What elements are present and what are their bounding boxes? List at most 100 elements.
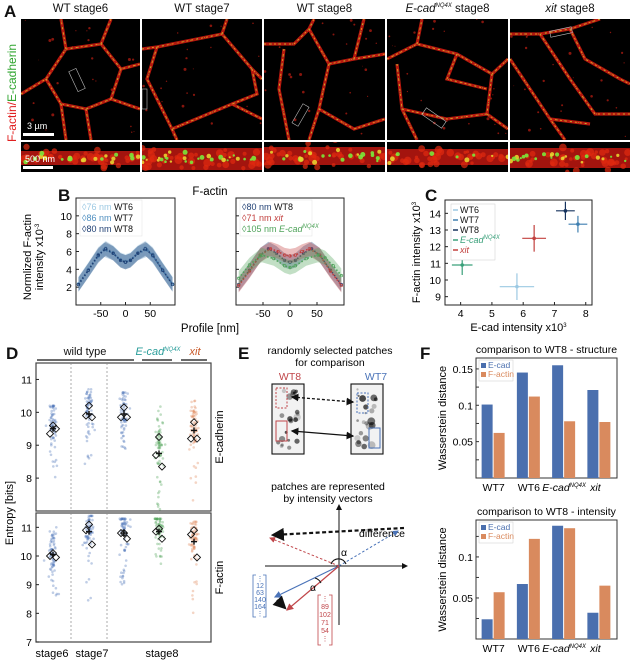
entropy-point (87, 396, 90, 399)
speckle (51, 113, 55, 117)
strip-blob (174, 155, 179, 160)
entropy-point (119, 543, 123, 547)
point-marker (460, 263, 465, 267)
strip-blob (584, 150, 590, 156)
entropy-point (48, 567, 52, 571)
entropy-point (194, 537, 197, 541)
series-marker (170, 282, 175, 287)
entropy-point (124, 424, 128, 427)
strip-ecad-spot (42, 155, 48, 161)
speckle (490, 97, 493, 100)
entropy-point (192, 545, 196, 549)
strip-blob (216, 162, 222, 168)
strip-ecad-spot (511, 156, 517, 162)
strip-blob (176, 152, 185, 160)
entropy-point (55, 592, 59, 596)
strip-ecad-spot (189, 160, 194, 165)
entropy-point (157, 462, 160, 466)
series-marker (274, 251, 279, 255)
strip-ecad-spot (616, 153, 620, 157)
entropy-point (193, 399, 196, 403)
entropy-point (85, 400, 89, 403)
legend-entry-wt7-part: WT7 (114, 213, 133, 223)
entropy-point (89, 514, 92, 518)
entropy-point (89, 388, 93, 391)
entropy-point (120, 524, 123, 528)
strip-ecad-spot (491, 154, 494, 158)
y-tick-label: 10 (20, 407, 32, 419)
entropy-point (154, 536, 157, 539)
x-category-label-part: WT7 (483, 643, 505, 655)
entropy-point (85, 580, 88, 584)
speckle (91, 57, 94, 60)
cell-junction (318, 107, 385, 131)
y-tick-label: 6 (66, 247, 72, 259)
strip-ecad-spot (555, 152, 560, 157)
speckle (175, 41, 178, 45)
replicate-diamond (192, 553, 202, 562)
entropy-point (158, 441, 162, 444)
entropy-point (158, 446, 162, 450)
entropy-point (122, 517, 125, 520)
cell-junction (485, 73, 508, 131)
entropy-point (53, 460, 57, 464)
entropy-point (157, 495, 160, 499)
strip-blob (194, 152, 198, 157)
strip-ecad-spot (335, 147, 341, 153)
legend-entry-e-cad-part: E-cad (460, 235, 485, 245)
entropy-point (157, 447, 161, 450)
speckle (75, 30, 77, 32)
entropy-point (124, 559, 128, 562)
series-marker (128, 258, 133, 263)
strip-ecad-spot (129, 152, 134, 158)
entropy-point (84, 528, 88, 531)
entropy-point (52, 406, 55, 410)
cell-junction-core (146, 46, 262, 130)
strip-blob (612, 161, 617, 166)
strip-blob (210, 161, 215, 166)
strip-ecad-spot (228, 156, 231, 159)
entropy-point (49, 540, 53, 543)
strip-blob (460, 161, 468, 169)
entropy-point (48, 554, 52, 558)
strip-ecad-spot (455, 155, 459, 159)
patch-intensity-blob (356, 388, 359, 391)
entropy-point (157, 441, 160, 445)
entropy-point (120, 523, 124, 526)
entropy-point (53, 445, 57, 449)
bar-e-cad-xit (587, 390, 599, 478)
compare-arrow-dashed (290, 393, 355, 406)
entropy-point (158, 517, 162, 520)
entropy-point (156, 462, 160, 465)
speckle (513, 85, 515, 87)
entropy-point (195, 520, 198, 523)
scalebar-500nm (23, 166, 53, 169)
blue-vector-value: 12 (256, 583, 264, 590)
entropy-point (156, 419, 160, 422)
entropy-point (89, 416, 92, 419)
roi-box (421, 107, 447, 129)
bar-f-actin-xit (599, 585, 611, 639)
entropy-point (161, 526, 165, 529)
patch-intensity-blob (359, 395, 366, 402)
entropy-point (88, 518, 91, 521)
entropy-point (187, 543, 191, 546)
entropy-point (157, 430, 160, 433)
cell-junction (538, 33, 630, 116)
cell-junction (395, 63, 419, 140)
series-marker (282, 258, 287, 263)
legend-entry-xit-part: xit (459, 245, 469, 255)
entropy-point (122, 428, 126, 431)
entropy-point (89, 533, 92, 536)
strip-ecad-spot (164, 160, 167, 163)
entropy-point (197, 532, 200, 536)
panel-f-label: F (420, 344, 431, 363)
blue-vector-value: 140 (254, 597, 266, 604)
entropy-point (121, 575, 125, 578)
patch-intensity-blob (293, 417, 298, 423)
y-axis-label: Wasserstein distance (437, 366, 449, 470)
entropy-point (127, 542, 130, 546)
cell-junction (99, 19, 113, 45)
entropy-point (190, 415, 194, 419)
strip-blob (569, 157, 573, 161)
